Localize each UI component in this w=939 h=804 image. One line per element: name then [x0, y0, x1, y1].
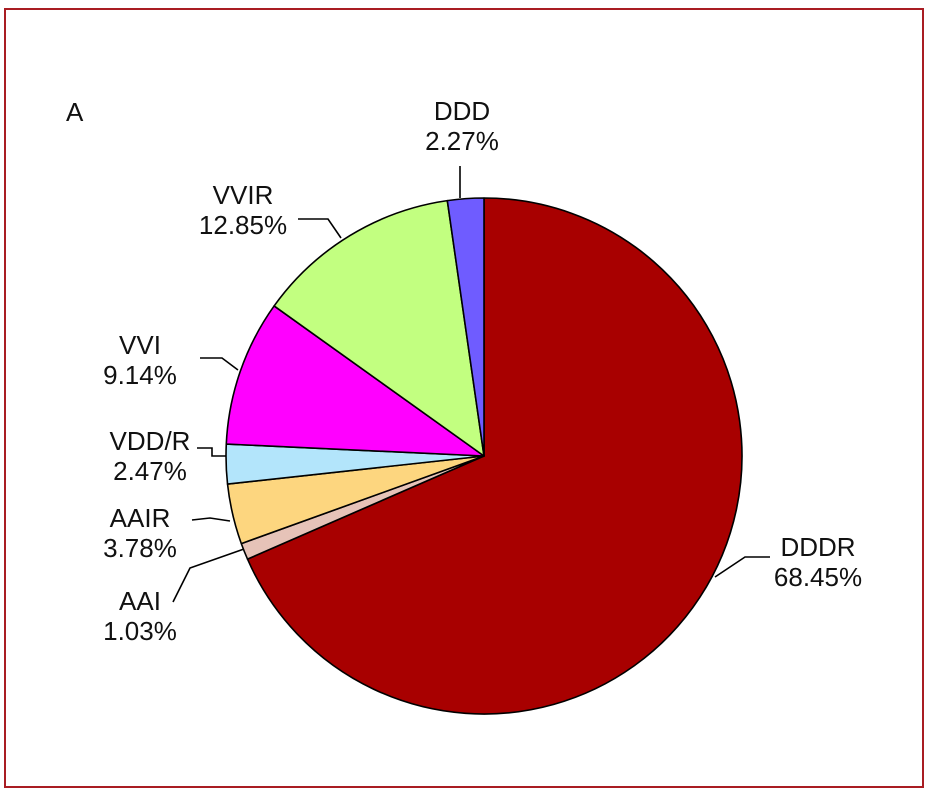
slice-value-label: 1.03% [103, 616, 177, 646]
leader-line-aai [172, 548, 245, 603]
leader-line-dddr [714, 556, 770, 578]
slice-value-label: 3.78% [103, 533, 177, 563]
pie-slice-vvir [273, 199, 485, 457]
leader-lines [172, 166, 770, 603]
leader-line-vvir [298, 218, 342, 239]
slice-value-label: 2.47% [113, 456, 187, 486]
pie-slice-vvi [225, 305, 485, 457]
slice-name-label: AAI [119, 586, 161, 616]
slice-value-label: 68.45% [774, 562, 862, 592]
slice-name-label: VVI [119, 330, 161, 360]
slice-value-label: 2.27% [425, 126, 499, 156]
slice-name-label: AAIR [110, 503, 171, 533]
slice-name-label: VDD/R [110, 426, 191, 456]
leader-line-vvi [200, 357, 239, 371]
slice-value-label: 12.85% [199, 210, 287, 240]
leader-line-aair [191, 517, 231, 522]
slice-name-label: DDD [434, 96, 490, 126]
pie-slice-ddd [446, 197, 485, 457]
slice-value-label: 9.14% [103, 360, 177, 390]
slice-name-label: VVIR [213, 180, 274, 210]
pie-slice-dddr [246, 197, 743, 715]
slice-name-label: DDDR [780, 532, 855, 562]
pie-slices [225, 197, 743, 715]
leader-line-vdd-r [197, 447, 226, 457]
panel-label: A [66, 97, 84, 127]
